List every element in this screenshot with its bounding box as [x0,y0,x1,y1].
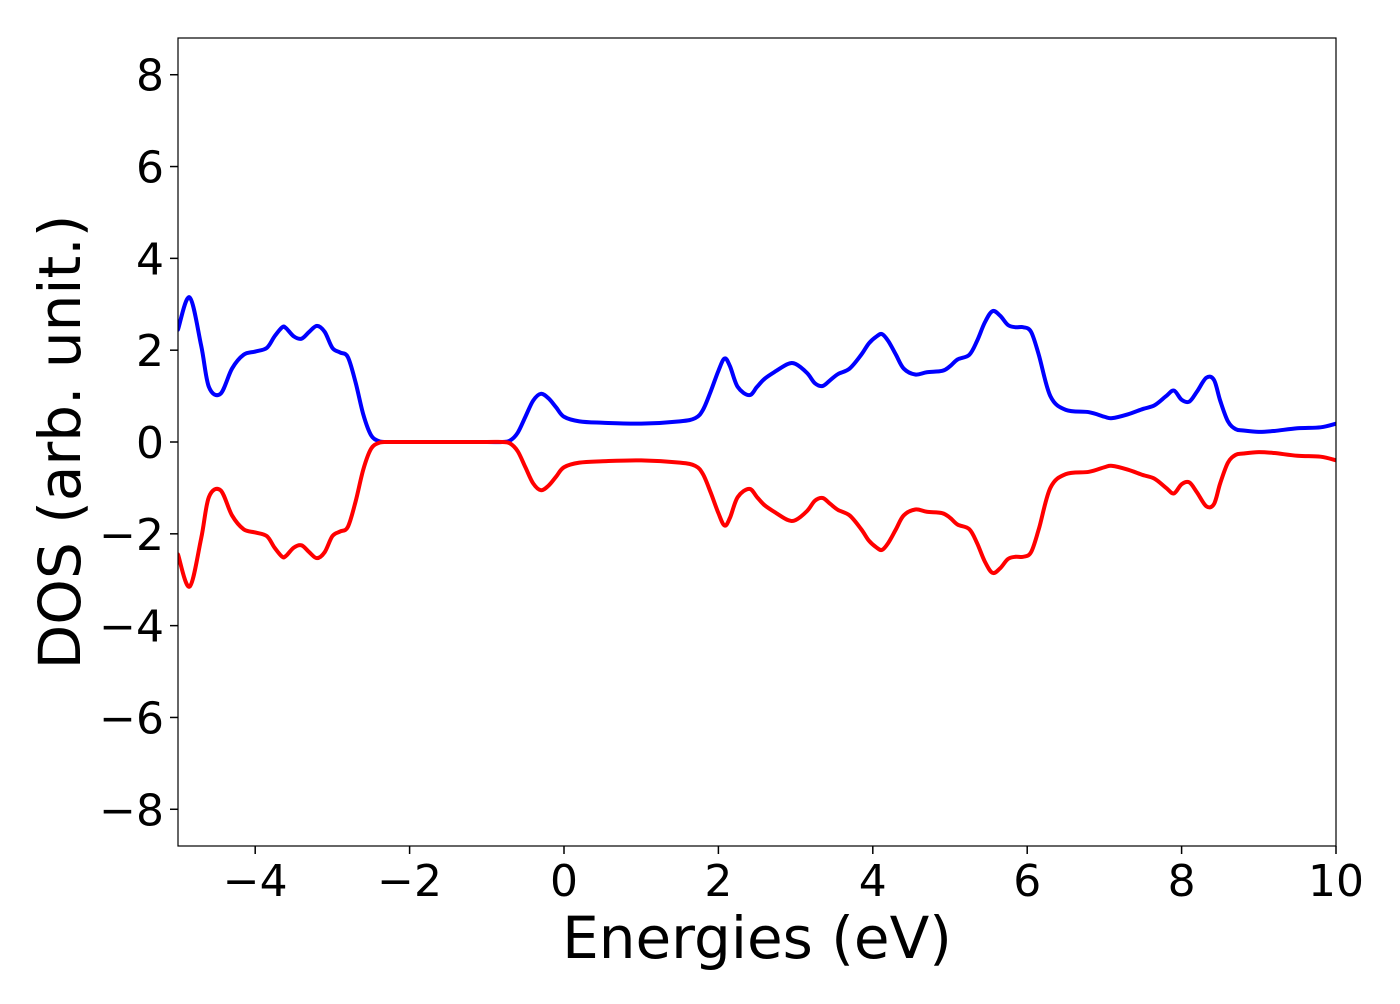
y-tick-label: 0 [136,418,164,469]
series-line-1 [178,295,1336,445]
x-tick-label: −2 [377,856,442,907]
x-tick-label: 6 [1013,856,1041,907]
x-tick-label: 10 [1308,856,1364,907]
y-tick-label: 4 [136,234,164,285]
y-tick-label: 2 [136,326,164,377]
x-axis: −4 −2 0 2 4 6 8 10 [223,846,1364,907]
y-tick-label: −8 [99,785,164,836]
y-axis-title: DOS (arb. unit.) [26,215,94,670]
series-line-2 [178,439,1336,589]
plot-frame [177,37,1337,847]
x-axis-title: Energies (eV) [562,904,952,972]
x-tick-label: 0 [550,856,578,907]
x-tick-label: 2 [704,856,732,907]
x-tick-label: −4 [223,856,288,907]
y-tick-label: −6 [99,693,164,744]
x-tick-label: 8 [1168,856,1196,907]
y-tick-label: −4 [99,602,164,653]
x-tick-label: 4 [859,856,887,907]
series-layer [178,295,1336,589]
y-tick-label: −2 [99,510,164,561]
y-axis: −8 −6 −4 −2 0 2 4 6 8 [99,51,178,836]
y-tick-label: 6 [136,143,164,194]
y-tick-label: 8 [136,51,164,102]
